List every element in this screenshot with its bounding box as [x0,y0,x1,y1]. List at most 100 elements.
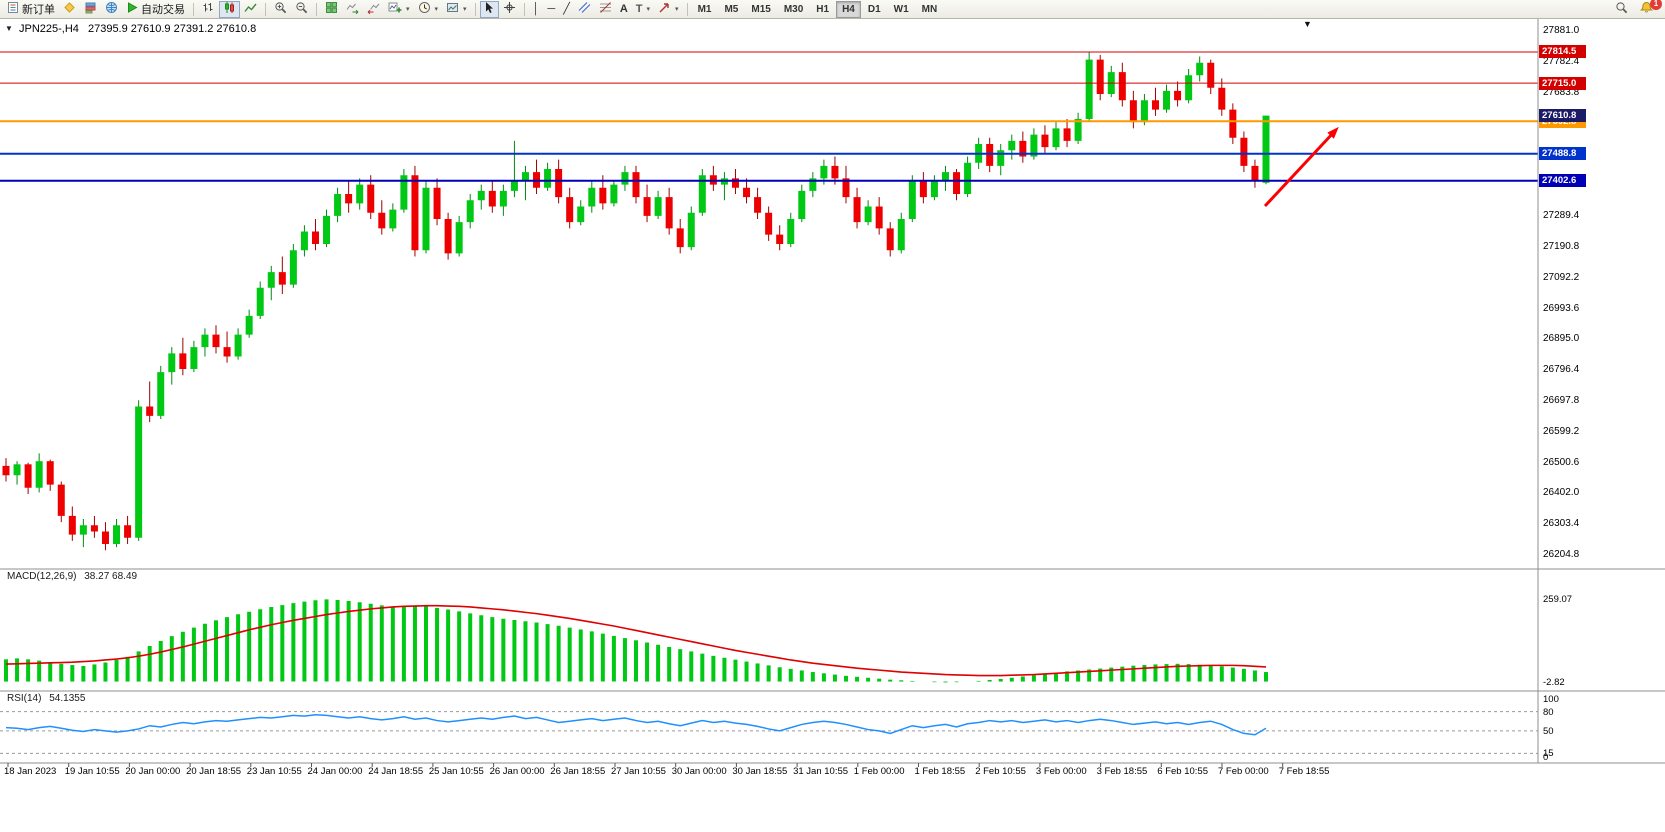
level-price-badge: 27715.0 [1539,76,1586,90]
time-axis-label: 3 Feb 18:55 [1096,766,1148,777]
price-axis-label: 27190.8 [1543,240,1580,252]
time-axis-label: 20 Jan 18:55 [186,766,242,777]
macd-axis-label: 259.07 [1543,594,1573,606]
shapes-tool-button[interactable]: ▾ [654,1,683,18]
tile-windows-button[interactable] [321,1,342,18]
chart-shift-button[interactable] [363,1,384,18]
timeframe-M15[interactable]: M15 [745,1,776,18]
price-axis-label: 26303.4 [1543,518,1580,530]
line-chart-mode-button[interactable] [240,1,261,18]
notifications-button[interactable]: 1 [1636,0,1662,18]
time-axis-label: 7 Feb 18:55 [1278,766,1330,777]
timeframe-H1[interactable]: H1 [810,1,835,18]
notification-count-badge: 1 [1650,0,1662,10]
autotrading-button[interactable]: 自动交易 [122,1,189,18]
channel-tool-button[interactable] [574,1,595,18]
crosshair-icon [503,1,516,17]
chevron-down-icon: ▾ [463,6,467,13]
horizontal-line-tool-button[interactable]: ─ [543,1,559,18]
timeframe-D1[interactable]: D1 [862,1,887,18]
time-axis-label: 7 Feb 00:00 [1218,766,1269,777]
time-axis-label: 30 Jan 00:00 [671,766,727,777]
tile-windows-icon [325,1,338,17]
crosshair-tool-button[interactable] [499,1,520,18]
time-axis-label: 24 Jan 00:00 [307,766,363,777]
price-axis-label: 27881.0 [1543,25,1580,37]
periods-button[interactable]: ▾ [414,1,443,18]
chevron-down-icon: ▾ [406,6,410,13]
text-tool-button[interactable]: A [616,1,632,18]
time-axis-label: 2 Feb 10:55 [975,766,1026,777]
trendline-icon: ╱ [563,2,570,15]
toolbar-right-group: 1 [1611,0,1662,18]
rsi-axis-label: 0 [1543,752,1549,763]
arrow-shape-icon [658,1,671,17]
price-axis-label: 26697.8 [1543,394,1580,406]
candlestick-icon [223,1,236,17]
chart-properties-button[interactable]: ▾ [442,1,471,18]
auto-scroll-button[interactable] [342,1,363,18]
price-axis-label: 26599.2 [1543,425,1580,437]
new-order-label: 新订单 [22,4,55,16]
price-axis-label: 26402.0 [1543,487,1580,499]
timeframe-M1[interactable]: M1 [692,1,718,18]
new-order-button[interactable]: 新订单 [3,1,59,18]
timeframe-M30[interactable]: M30 [778,1,809,18]
timeframe-M5[interactable]: M5 [718,1,744,18]
search-button[interactable] [1611,1,1632,18]
fibonacci-tool-button[interactable] [595,1,616,18]
ohlc-quote-label: 27395.9 27610.9 27391.2 27610.8 [87,23,257,35]
chart-shift-icon [367,1,380,17]
time-axis-label: 19 Jan 10:55 [64,766,120,777]
level-price-badge: 27814.5 [1539,45,1586,59]
time-axis-label: 26 Jan 18:55 [550,766,606,777]
time-axis-label: 25 Jan 10:55 [428,766,484,777]
label-tool-button[interactable]: T ▾ [632,1,654,18]
price-axis-label: 26993.6 [1543,302,1580,314]
rsi-axis-label: 15 [1543,748,1554,760]
symbol-period-label: JPN225-,H4 [18,23,79,35]
panel-dividers [0,19,1665,767]
vertical-line-tool-button[interactable]: │ [529,1,544,18]
cursor-tool-button[interactable] [479,0,499,18]
autotrading-label: 自动交易 [141,4,185,16]
zoom-out-icon [295,1,308,17]
search-icon [1615,1,1628,17]
zoom-in-button[interactable] [270,1,291,18]
timeframe-H4[interactable]: H4 [836,0,861,18]
time-axis-label: 6 Feb 10:55 [1157,766,1209,777]
trendline-tool-button[interactable]: ╱ [559,1,574,18]
price-axis-label: 27782.4 [1543,56,1580,67]
price-level-lines[interactable] [0,51,1538,182]
vertical-line-icon: │ [532,2,540,15]
object-marker-icon: ▼ [1303,19,1312,29]
time-axis-label: 23 Jan 10:55 [246,766,302,777]
price-axis-label: 26500.6 [1543,456,1580,468]
chart-title: ▼ JPN225-,H4 27395.9 27610.9 27391.2 276… [5,23,256,35]
one-click-trading-toggle[interactable]: ▼ [5,24,13,33]
timeframe-W1[interactable]: W1 [888,1,915,18]
zoom-out-button[interactable] [291,1,312,18]
candlestick-mode-button[interactable] [219,0,240,18]
chevron-down-icon: ▾ [675,6,679,13]
new-chart-button[interactable]: ▾ [384,1,414,18]
toolbar-separator [474,2,476,16]
annotation-arrow[interactable] [1263,126,1339,208]
community-button[interactable] [101,1,122,18]
globe-icon [105,1,118,17]
toolbar-separator [265,2,266,16]
rsi-axis-label: 100 [1543,693,1559,705]
timeframe-MN[interactable]: MN [916,1,944,18]
time-axis-label: 1 Feb 00:00 [853,766,905,777]
metaeditor-icon [63,1,76,17]
depth-of-market-icon [84,1,97,17]
depth-of-market-button[interactable] [80,1,101,18]
bar-chart-mode-button[interactable] [198,1,219,18]
autotrading-play-icon [126,1,138,17]
metaeditor-button[interactable] [59,1,80,18]
chart-properties-icon [446,1,459,17]
rsi-axis-label: 50 [1543,725,1554,737]
cursor-icon [484,1,495,17]
rsi-axis-label: 80 [1543,706,1554,718]
